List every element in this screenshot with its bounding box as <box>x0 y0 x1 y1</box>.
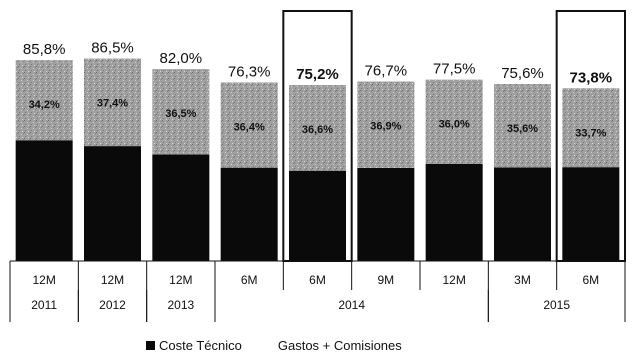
bar-coste-tecnico <box>220 167 278 261</box>
legend-label-coste-tecnico: Coste Técnico <box>159 338 242 353</box>
bar-coste-tecnico <box>357 167 415 261</box>
x-label-period: 12M <box>32 273 55 287</box>
bar-gastos-comisiones <box>289 85 346 171</box>
total-label: 77,5% <box>433 61 476 78</box>
segment-label: 36,4% <box>234 121 265 133</box>
segment-label: 36,9% <box>370 121 401 133</box>
legend-item-gastos-comisiones: Gastos + Comisiones <box>278 338 402 353</box>
bar-coste-tecnico <box>15 140 73 261</box>
x-label-period: 12M <box>101 273 124 287</box>
segment-label: 36,0% <box>439 119 470 131</box>
x-label-period: 6M <box>241 273 258 287</box>
bar-gastos-comisiones <box>494 84 551 168</box>
total-label: 82,0% <box>160 50 203 67</box>
bar-gastos-comisiones <box>357 81 415 168</box>
segment-label: 34,2% <box>29 99 60 111</box>
segment-label: 33,7% <box>575 127 606 139</box>
x-label-period: 3M <box>514 273 531 287</box>
bar-coste-tecnico <box>152 154 210 261</box>
total-label: 86,5% <box>91 40 134 57</box>
x-label-year: 2013 <box>167 298 194 312</box>
total-label: 76,3% <box>228 63 271 80</box>
stacked-bar-chart: 34,2% 85,8% 37,4% 86,5% 36,5% 82,0% 36,4% 76,3%… <box>9 10 627 322</box>
x-label-period: 6M <box>582 273 599 287</box>
bar-gastos-comisiones <box>425 79 483 164</box>
legend-item-coste-tecnico: Coste Técnico <box>146 338 242 353</box>
x-label-period: 12M <box>169 273 192 287</box>
x-label-year: 2015 <box>543 298 570 312</box>
bar-gastos-comisiones <box>220 82 278 168</box>
segment-label: 35,6% <box>507 123 538 135</box>
bar-gastos-comisiones <box>15 60 73 141</box>
x-label-period: 6M <box>309 273 326 287</box>
segment-label: 36,5% <box>165 108 196 120</box>
total-label: 76,7% <box>365 63 408 80</box>
bar-coste-tecnico <box>289 170 346 261</box>
segment-label: 37,4% <box>97 98 128 110</box>
x-label-period: 12M <box>442 273 465 287</box>
bar-coste-tecnico <box>494 167 551 261</box>
bar-coste-tecnico <box>562 167 620 261</box>
bar-coste-tecnico <box>84 146 141 261</box>
bar-gastos-comisiones <box>562 88 620 168</box>
x-label-year: 2011 <box>31 298 57 312</box>
legend-label-gastos-comisiones: Gastos + Comisiones <box>277 338 402 353</box>
legend-swatch-coste-tecnico <box>146 341 155 350</box>
legend: Coste Técnico Gastos + Comisiones <box>146 338 402 353</box>
bar-coste-tecnico <box>425 163 483 261</box>
bar-gastos-comisiones <box>152 69 210 155</box>
x-label-year: 2012 <box>99 298 126 312</box>
bar-gastos-comisiones <box>84 58 141 147</box>
total-label: 75,2% <box>296 66 339 83</box>
total-label: 75,6% <box>501 65 544 82</box>
x-label-period: 9M <box>377 273 394 287</box>
total-label: 85,8% <box>23 41 66 58</box>
segment-label: 36,6% <box>302 124 333 136</box>
x-label-year: 2014 <box>338 298 365 312</box>
total-label: 73,8% <box>570 69 613 86</box>
